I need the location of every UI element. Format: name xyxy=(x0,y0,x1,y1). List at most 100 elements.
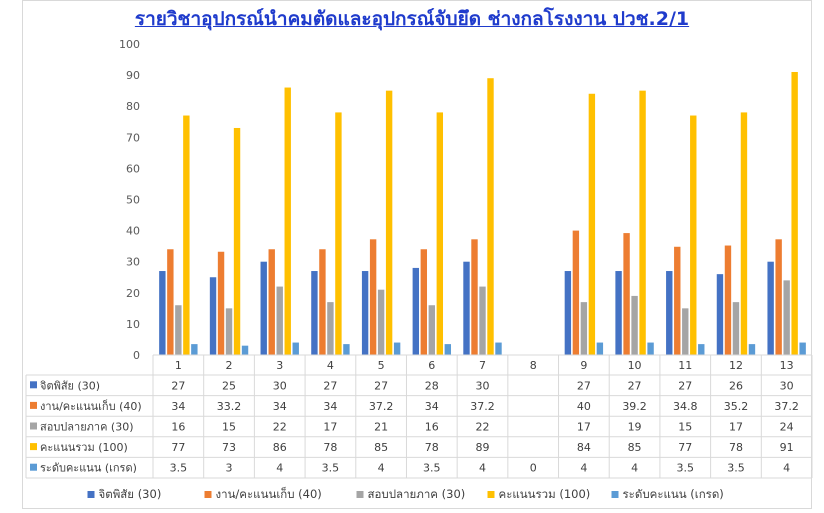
data-label: 15 xyxy=(678,421,692,434)
bar xyxy=(436,112,444,355)
y-tick-label: 0 xyxy=(133,349,140,362)
x-tick-label: 4 xyxy=(327,359,334,372)
data-label: 22 xyxy=(476,421,490,434)
bar xyxy=(377,289,385,355)
data-label: 4 xyxy=(580,462,587,475)
legend: จิตพิสัย (30) งาน/คะแนนเก็บ (40) สอบปลายภา… xyxy=(87,486,724,501)
data-label: 37.2 xyxy=(369,400,394,413)
bar xyxy=(268,249,275,355)
data-label: 37.2 xyxy=(774,400,799,413)
data-label: 73 xyxy=(222,441,236,454)
y-tick-label: 90 xyxy=(126,69,140,82)
table-legend-key xyxy=(30,381,37,389)
y-tick-label: 100 xyxy=(119,38,140,51)
bar xyxy=(666,271,673,355)
table-row-label: งาน/คะแนนเก็บ (40) xyxy=(40,399,142,413)
x-tick-label: 6 xyxy=(428,359,435,372)
bar xyxy=(175,305,182,355)
data-label: 16 xyxy=(425,421,439,434)
bar xyxy=(732,302,740,355)
x-tick-label: 12 xyxy=(729,359,743,372)
x-tick-label: 10 xyxy=(628,359,642,372)
legend-key xyxy=(611,491,619,498)
bar xyxy=(292,342,299,355)
y-tick-label: 60 xyxy=(126,162,140,175)
legend-label: คะแนนรวม (100) xyxy=(499,487,591,501)
y-tick-label: 50 xyxy=(126,194,140,207)
y-tick-label: 30 xyxy=(126,256,140,269)
data-label: 4 xyxy=(631,462,638,475)
legend-key xyxy=(356,491,364,498)
bar xyxy=(183,115,190,355)
bar xyxy=(335,112,342,355)
data-label: 34.8 xyxy=(673,400,698,413)
bar xyxy=(615,271,622,355)
bar xyxy=(463,261,470,355)
legend-key xyxy=(87,491,95,498)
data-label: 78 xyxy=(323,441,337,454)
bar xyxy=(495,342,502,355)
legend-key xyxy=(487,491,495,498)
bar xyxy=(799,342,806,355)
data-label: 85 xyxy=(374,441,388,454)
data-label: 16 xyxy=(171,421,185,434)
bar xyxy=(343,344,350,355)
data-label: 3.5 xyxy=(170,462,188,475)
data-label: 78 xyxy=(729,441,743,454)
bar xyxy=(241,345,249,355)
data-label: 30 xyxy=(273,379,287,392)
bar xyxy=(724,245,732,355)
bar xyxy=(217,251,225,355)
bar xyxy=(393,342,401,355)
bar xyxy=(369,239,377,355)
x-tick-label: 2 xyxy=(226,359,233,372)
table-legend-key xyxy=(30,422,37,430)
data-label: 89 xyxy=(476,441,490,454)
x-tick-label: 1 xyxy=(175,359,182,372)
data-label: 86 xyxy=(273,441,287,454)
bar xyxy=(209,277,217,355)
x-tick-label: 7 xyxy=(479,359,486,372)
data-label: 34 xyxy=(171,400,185,413)
data-label: 35.2 xyxy=(724,400,749,413)
y-tick-label: 20 xyxy=(126,287,140,300)
y-tick-label: 40 xyxy=(126,225,140,238)
bar xyxy=(647,342,654,355)
data-label: 34 xyxy=(273,400,287,413)
data-label: 4 xyxy=(783,462,790,475)
data-label: 22 xyxy=(273,421,287,434)
table-row-label: สอบปลายภาค (30) xyxy=(40,421,134,434)
bar xyxy=(276,286,283,355)
legend-label: สอบปลายภาค (30) xyxy=(368,487,466,501)
x-tick-label: 5 xyxy=(378,359,385,372)
bar xyxy=(428,305,436,355)
data-label: 3.5 xyxy=(423,462,441,475)
bar xyxy=(682,308,689,355)
x-tick-label: 8 xyxy=(530,359,537,372)
data-label: 30 xyxy=(476,379,490,392)
bar xyxy=(740,112,748,355)
bars xyxy=(159,71,806,356)
bar xyxy=(775,239,782,355)
data-label: 3 xyxy=(226,462,233,475)
data-label: 19 xyxy=(628,421,642,434)
data-label: 30 xyxy=(780,379,794,392)
bar xyxy=(225,308,233,355)
legend-key xyxy=(204,491,212,498)
bar xyxy=(319,249,326,355)
bar xyxy=(327,302,334,355)
table-legend-key xyxy=(30,463,37,471)
data-label: 24 xyxy=(780,421,794,434)
bar xyxy=(783,280,790,355)
bar xyxy=(412,267,420,355)
bar xyxy=(623,233,630,355)
y-tick-label: 10 xyxy=(126,318,140,331)
data-label: 39.2 xyxy=(622,400,647,413)
bar xyxy=(674,246,681,355)
data-label: 27 xyxy=(577,379,591,392)
data-label: 78 xyxy=(425,441,439,454)
data-label: 37.2 xyxy=(470,400,495,413)
x-tick-label: 9 xyxy=(580,359,587,372)
data-label: 21 xyxy=(374,421,388,434)
